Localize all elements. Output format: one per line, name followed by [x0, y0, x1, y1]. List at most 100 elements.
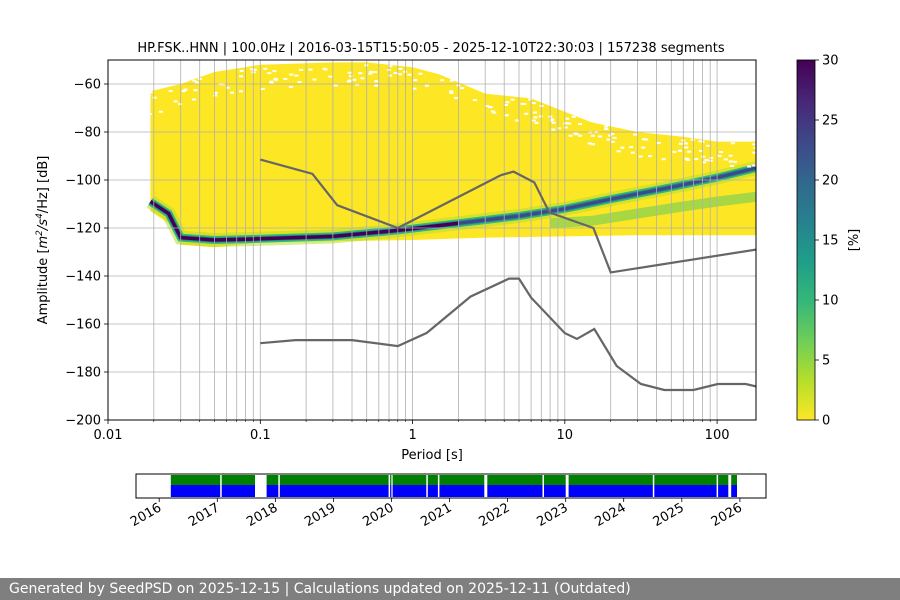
pdf-speckle: [173, 100, 178, 103]
grid: [108, 60, 756, 420]
pdf-speckle: [533, 111, 537, 114]
y-axis-label-m: m: [36, 236, 51, 249]
pdf-speckle: [563, 126, 568, 129]
nlnm-curve: [260, 277, 756, 392]
pdf-speckle: [368, 72, 373, 75]
y-axis-label-sup1: 2: [35, 230, 45, 236]
pdf-speckle: [488, 106, 493, 109]
pdf-speckle: [717, 155, 722, 157]
y-tick-label: −120: [65, 222, 101, 237]
pdf-speckle: [272, 70, 277, 73]
pdf-speckle: [213, 94, 218, 97]
pdf-speckle: [297, 81, 302, 83]
timeline-gap: [220, 475, 222, 497]
pdf-speckle: [269, 80, 274, 83]
pdf-speckle: [360, 77, 365, 80]
pdf-speckle: [538, 115, 543, 118]
pdf-speckle: [352, 78, 357, 81]
pdf-speckle: [515, 119, 520, 122]
pdf-speckle: [687, 150, 692, 153]
x-tick-label: 0.01: [94, 428, 123, 443]
pdf-speckle: [568, 134, 573, 137]
x-tick-label: 10: [557, 428, 574, 443]
pdf-speckle: [630, 151, 635, 154]
pdf-speckle: [706, 144, 711, 147]
timeline-gap: [437, 475, 440, 497]
colorbar-label: [%]: [847, 229, 862, 252]
pdf-speckle: [587, 142, 592, 145]
pdf-speckle: [312, 78, 317, 81]
pdf-speckle: [747, 165, 752, 168]
pdf-speckle: [661, 158, 666, 161]
pdf-speckle: [567, 122, 572, 125]
pdf-speckle: [612, 136, 617, 139]
pdf-speckle: [440, 79, 445, 82]
timeline-bar-upper: [266, 475, 392, 485]
pdf-speckle: [656, 142, 661, 144]
pdf-speckle: [148, 91, 153, 94]
pdf-speckle: [289, 73, 294, 76]
pdf-speckle: [610, 132, 615, 135]
pdf-speckle: [146, 94, 151, 97]
pdf-speckle: [193, 89, 198, 92]
pdf-speckle: [531, 102, 536, 105]
pdf-speckle: [616, 150, 621, 153]
pdf-speckle: [449, 90, 454, 93]
pdf-speckle: [460, 87, 465, 90]
nhnm-curve: [260, 158, 756, 274]
x-tick-label: 1: [408, 428, 416, 443]
timeline-bar-lower: [170, 485, 255, 497]
timeline-year-label: 2024: [593, 500, 629, 530]
pdf-speckle: [694, 158, 699, 161]
pdf-speckle: [308, 68, 313, 71]
pdf-speckle: [269, 81, 274, 84]
pdf-speckle: [533, 116, 538, 119]
model-curves: [260, 158, 756, 392]
pdf-speckle: [607, 134, 612, 137]
pdf-speckle: [294, 74, 299, 77]
x-tick-label: 0.1: [250, 428, 271, 443]
pdf-speckle: [648, 155, 652, 158]
y-axis-label-hz: /Hz] [dB]: [36, 156, 51, 214]
pdf-speckle: [564, 122, 569, 125]
pdf-speckle: [752, 143, 756, 146]
pdf-speckle: [522, 103, 527, 105]
pdf-speckle: [333, 84, 338, 87]
pdf-speckle: [288, 86, 293, 88]
pdf-speckle: [641, 138, 646, 141]
pdf-speckle: [728, 160, 733, 163]
pdf-speckle: [704, 159, 709, 161]
timeline-bars: [170, 475, 737, 497]
timeline-year-label: 2019: [302, 500, 338, 530]
pdf-speckle: [633, 133, 638, 136]
pdf-speckle: [699, 150, 703, 152]
pdf-speckle: [684, 157, 689, 160]
pdf-speckle: [551, 121, 556, 124]
pdf-speckle: [728, 154, 733, 157]
colorbar: 0 5 10 15 20 25 30 [%]: [796, 54, 862, 429]
y-tick-label: −60: [74, 78, 101, 93]
y-axis-label-s: /s: [36, 219, 51, 231]
timeline-gap: [716, 475, 719, 497]
pdf-speckle: [534, 121, 539, 124]
y-tick-label: −140: [65, 270, 101, 285]
pdf-speckle: [239, 75, 244, 78]
y-tick-label: −200: [65, 414, 101, 429]
pdf-speckle: [504, 114, 509, 117]
pdf-speckle: [729, 165, 734, 167]
y-tick-label: −180: [65, 366, 101, 381]
timeline-gap: [652, 475, 655, 497]
pdf-speckle: [684, 146, 689, 149]
pdf-speckle: [348, 75, 353, 78]
pdf-speckle: [323, 68, 328, 71]
pdf-speckle: [355, 83, 360, 86]
pdf-speckle: [403, 70, 408, 73]
colorbar-gradient: [796, 59, 816, 421]
pdf-speckle: [424, 84, 429, 87]
timeline-year-ticks: 2016 2017 2018 2019 2020 2021 2022 2023 2024 2025…: [128, 498, 745, 530]
pdf-speckle: [752, 151, 756, 154]
timeline-year-label: 2026: [709, 500, 745, 530]
pdf-speckle: [644, 138, 649, 141]
pdf-speckle: [524, 112, 529, 115]
pdf-speckle: [147, 113, 152, 116]
